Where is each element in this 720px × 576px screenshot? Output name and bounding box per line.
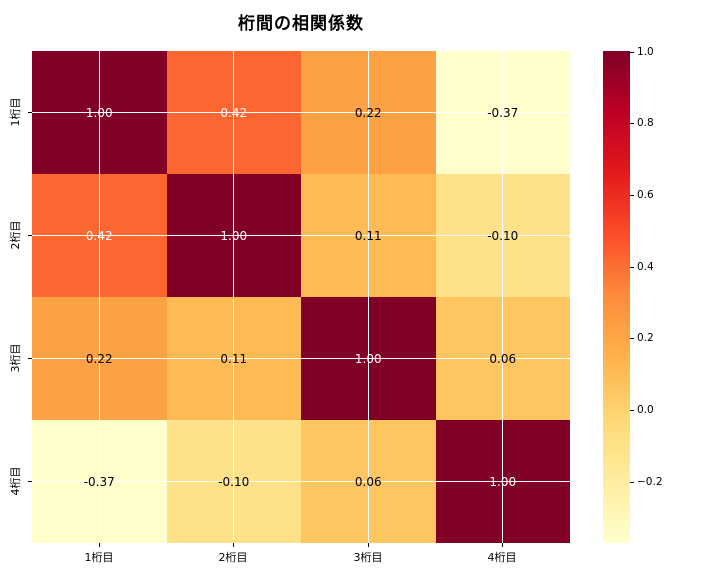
colorbar-gradient: [603, 51, 630, 543]
heatmap-grid: 1.00 0.42 0.22 -0.37 0.42 1.00 0.11 -0.1…: [32, 51, 570, 543]
y-tick-mark: [28, 481, 32, 482]
cell-value: 0.42: [220, 105, 248, 120]
x-axis-label-1: 1桁目: [84, 551, 114, 564]
chart-title: 桁間の相関係数: [238, 14, 364, 34]
y-axis-label-2: 2桁目: [9, 220, 22, 250]
cell-value: -0.10: [487, 228, 519, 243]
y-axis-label-4: 4桁目: [9, 466, 22, 496]
cell-value: 0.06: [489, 351, 517, 366]
colorbar-tick-mark: [630, 52, 634, 53]
cell-value: 1.00: [220, 228, 248, 243]
colorbar-tick-mark: [630, 267, 634, 268]
colorbar-tick-mark: [630, 482, 634, 483]
cell-value: 0.11: [220, 351, 248, 366]
colorbar-tick-mark: [630, 410, 634, 411]
gridline-vertical: [502, 51, 503, 543]
x-tick-mark: [233, 543, 234, 547]
gridline-vertical: [99, 51, 100, 543]
heatmap-axes: 1.00 0.42 0.22 -0.37 0.42 1.00 0.11 -0.1…: [32, 51, 570, 543]
x-axis-label-3: 3桁目: [353, 551, 383, 564]
colorbar-tick-mark: [630, 123, 634, 124]
colorbar-label-1.0: 1.0: [637, 46, 654, 58]
y-tick-mark: [28, 358, 32, 359]
gridline-horizontal: [32, 358, 570, 359]
x-tick-mark: [368, 543, 369, 547]
y-axis-label-1: 1桁目: [9, 97, 22, 127]
cell-value: -0.37: [487, 105, 519, 120]
colorbar-label-0.6: 0.6: [637, 189, 654, 201]
y-tick-mark: [28, 112, 32, 113]
gridline-horizontal: [32, 235, 570, 236]
gridline-horizontal: [32, 112, 570, 113]
y-tick-mark: [28, 235, 32, 236]
y-axis-label-3: 3桁目: [9, 343, 22, 373]
cell-value: 0.22: [85, 351, 113, 366]
gridline-horizontal: [32, 481, 570, 482]
colorbar-label-0.2: 0.2: [637, 332, 654, 344]
x-axis-label-2: 2桁目: [218, 551, 248, 564]
x-tick-mark: [99, 543, 100, 547]
cell-value: 0.22: [354, 105, 382, 120]
colorbar-label-0.8: 0.8: [637, 117, 654, 129]
cell-value: 1.00: [85, 105, 113, 120]
colorbar-tick-mark: [630, 338, 634, 339]
x-axis-label-4: 4桁目: [487, 551, 517, 564]
gridline-vertical: [233, 51, 234, 543]
x-tick-mark: [502, 543, 503, 547]
colorbar-label-neg-0.2: −0.2: [637, 476, 663, 488]
gridline-vertical: [368, 51, 369, 543]
colorbar-tick-mark: [630, 195, 634, 196]
cell-value: 1.00: [354, 351, 382, 366]
cell-value: 0.42: [85, 228, 113, 243]
cell-value: -0.37: [83, 474, 115, 489]
cell-value: -0.10: [218, 474, 250, 489]
cell-value: 0.11: [354, 228, 382, 243]
colorbar-label-0.4: 0.4: [637, 261, 654, 273]
colorbar-label-0.0: 0.0: [637, 404, 654, 416]
cell-value: 0.06: [354, 474, 382, 489]
cell-value: 1.00: [489, 474, 517, 489]
